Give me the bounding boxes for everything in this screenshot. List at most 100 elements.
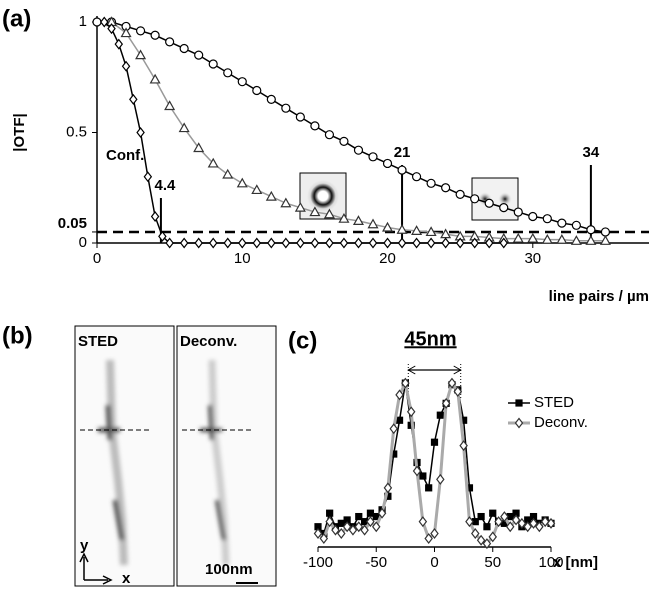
marker: [482, 538, 492, 550]
marker: [571, 220, 581, 230]
marker: [251, 184, 263, 195]
marker: [523, 521, 532, 533]
marker: [267, 237, 276, 249]
marker: [447, 377, 457, 389]
marker: [541, 233, 553, 244]
axis-label: x: [122, 570, 131, 587]
marker: [477, 512, 485, 521]
marker: [310, 237, 320, 249]
marker: [121, 60, 131, 72]
marker: [252, 85, 262, 96]
marker: [395, 416, 404, 424]
marker: [459, 440, 468, 452]
marker: [412, 237, 421, 249]
marker: [586, 225, 596, 235]
marker: [367, 218, 379, 229]
marker: [338, 212, 350, 223]
cutoff-label: 21: [394, 144, 411, 161]
marker: [368, 152, 378, 162]
marker: [528, 211, 538, 222]
marker: [395, 389, 404, 401]
y-tick-label: 0.5: [66, 123, 87, 140]
marker: [453, 386, 463, 397]
marker: [310, 121, 320, 131]
marker: [499, 203, 509, 213]
marker: [397, 165, 407, 175]
marker: [150, 30, 160, 40]
marker: [430, 438, 439, 446]
marker: [600, 227, 611, 237]
marker: [557, 218, 567, 228]
marker: [418, 516, 428, 528]
marker: [366, 509, 375, 517]
marker: [313, 528, 323, 539]
y-axis-label: |OTF|: [11, 113, 28, 151]
cutoff-label: 4.4: [154, 177, 176, 194]
cutoff-label: 34: [583, 144, 600, 161]
axis-label: y: [80, 537, 89, 554]
marker: [150, 211, 160, 222]
marker: [179, 237, 189, 249]
marker: [324, 130, 335, 140]
marker: [500, 511, 509, 523]
marker: [382, 158, 393, 169]
marker: [383, 482, 393, 494]
x-tick-label: 20: [379, 250, 396, 267]
marker: [193, 142, 205, 153]
marker: [465, 516, 474, 528]
marker: [419, 472, 427, 480]
x-tick-label: 50: [484, 554, 501, 571]
x-tick-label: -100: [303, 554, 333, 571]
marker: [326, 509, 334, 517]
marker: [489, 509, 497, 517]
x-axis-label: x [nm]: [553, 554, 598, 571]
marker: [540, 516, 550, 528]
marker: [426, 178, 436, 188]
marker: [354, 237, 363, 249]
image-panels: [74, 325, 277, 587]
legend-label: Deconv.: [534, 414, 588, 431]
marker: [368, 237, 378, 249]
marker: [165, 37, 175, 47]
marker: [178, 122, 190, 133]
marker: [517, 517, 527, 529]
inset-ring: [299, 172, 347, 220]
marker: [371, 521, 381, 533]
marker: [494, 516, 503, 528]
marker: [135, 49, 147, 60]
marker: [325, 516, 334, 528]
marker: [396, 224, 408, 234]
marker: [194, 50, 204, 60]
marker: [143, 171, 153, 183]
marker: [505, 521, 515, 533]
marker: [382, 221, 394, 232]
marker: [355, 512, 363, 521]
marker: [441, 397, 451, 409]
marker: [455, 189, 465, 199]
legend-label: STED: [534, 394, 574, 411]
marker: [411, 172, 422, 182]
scale-bar-label: 100nm: [205, 561, 253, 578]
marker: [266, 94, 276, 104]
marker: [208, 237, 218, 249]
marker: [222, 168, 234, 179]
marker: [296, 237, 305, 249]
marker: [471, 528, 480, 539]
marker: [319, 533, 329, 545]
marker: [425, 484, 433, 492]
marker: [599, 235, 611, 245]
marker: [92, 17, 102, 27]
y-tick-label: 0: [79, 234, 87, 251]
marker: [136, 127, 145, 138]
marker: [426, 237, 436, 249]
marker: [339, 237, 349, 249]
marker: [354, 521, 364, 533]
marker: [436, 473, 445, 485]
marker: [406, 406, 416, 418]
marker: [280, 197, 292, 208]
marker: [337, 528, 346, 539]
chart-title: 45nm: [404, 328, 456, 350]
marker: [135, 26, 146, 36]
marker: [237, 77, 247, 87]
